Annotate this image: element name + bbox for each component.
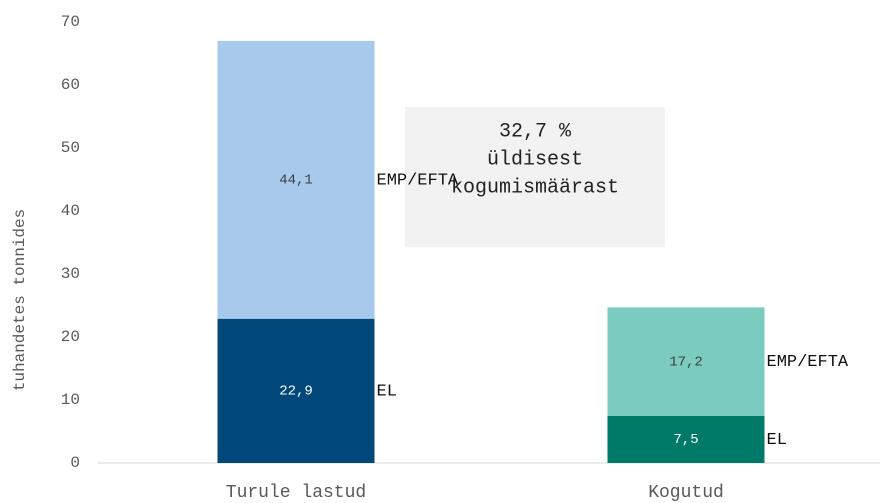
segment-name: EL (767, 431, 787, 450)
bar-segment (607, 307, 765, 416)
x-tick-label: Kogutud (648, 483, 724, 503)
segment-name: EMP/EFTA (767, 353, 849, 372)
segment-name: EL (377, 382, 397, 401)
bar-segment (217, 318, 375, 463)
segment-name: EMP/EFTA (377, 171, 459, 190)
y-tick-label: 70 (61, 13, 80, 31)
y-tick-label: 10 (61, 391, 80, 409)
annotation-box (405, 107, 665, 247)
annotation-text: 32,7 % (499, 120, 572, 143)
x-tick-label: Turule lastud (226, 483, 366, 503)
data-label: 7,5 (673, 432, 698, 448)
data-label: 44,1 (279, 173, 313, 189)
annotation-text: kogumismäärast (451, 176, 619, 199)
y-tick-label: 60 (61, 76, 80, 94)
bar-segment (607, 415, 765, 463)
data-label: 22,9 (279, 384, 313, 400)
y-tick-label: 0 (70, 454, 80, 472)
y-axis-label: tuhandetes tonnides (11, 209, 29, 391)
y-tick-label: 50 (61, 139, 80, 157)
annotation-text: üldisest (487, 148, 583, 171)
y-tick-label: 20 (61, 328, 80, 346)
data-label: 17,2 (669, 354, 703, 370)
y-tick-label: 40 (61, 202, 80, 220)
y-tick-label: 30 (61, 265, 80, 283)
bar-segment (217, 40, 375, 319)
